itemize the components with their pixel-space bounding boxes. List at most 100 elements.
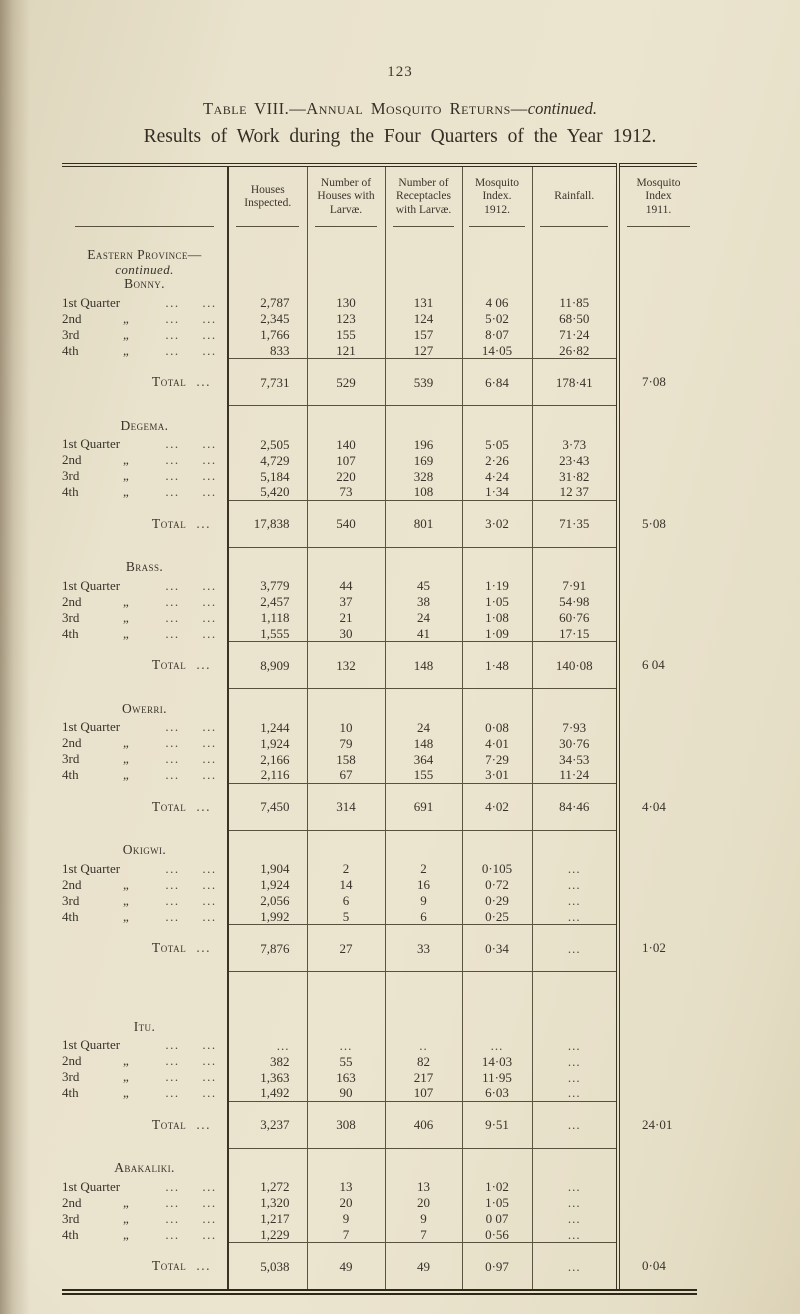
total-receptacles-with-larvae: 406 [384, 1100, 462, 1149]
cell-mosquito-index-1912: 8·07 [461, 326, 532, 343]
cell-houses-with-larvae: 37 [306, 593, 385, 610]
dot-leader: ... [165, 735, 180, 750]
column-header-line: Index [645, 190, 672, 203]
cell-rainfall: ... [531, 1210, 618, 1227]
cell-mosquito-index-1911 [616, 908, 697, 925]
table-body: Eastern Province— continued. Bonny. 1st Qua… [62, 243, 697, 1293]
cell-houses-inspected: 2,116 [227, 767, 307, 783]
column-header-line: 1911. [645, 203, 672, 216]
table-row: 3rd „...... 2,166 158 364 7·29 34·53 [62, 751, 697, 767]
quarter-label: 2nd „...... [62, 311, 227, 327]
cell-houses-with-larvae: 44 [306, 577, 385, 594]
column-header-text: Number of Houses with Larvæ. [310, 175, 383, 219]
empty-cell [384, 405, 462, 436]
quarter-ordinal-text: 4th [62, 767, 79, 782]
cell-houses-with-larvae: 130 [306, 294, 385, 311]
section-header-row: Brass. [62, 547, 697, 578]
column-header-line: Houses [250, 183, 285, 196]
total-receptacles-with-larvae: 49 [384, 1242, 462, 1293]
dot-leader: ... [202, 876, 217, 892]
dot-leader: ... [196, 1116, 211, 1132]
section-heading: Okigwi. [62, 842, 227, 858]
dot-leader: ... [202, 908, 217, 924]
dot-leader: ... [165, 484, 180, 499]
quarter-ordinal: 3rd „ [62, 751, 154, 767]
cell-houses-inspected: 1,766 [227, 326, 307, 343]
ditto-mark: „ [123, 767, 129, 782]
section-heading-cell: Brass. [62, 547, 228, 578]
cell-houses-inspected: 1,904 [227, 860, 307, 877]
empty-cell [616, 1148, 697, 1179]
dot-leader: ... [202, 1226, 217, 1242]
dot-leader: ... [202, 484, 217, 499]
section-heading-line: Bonny. [124, 276, 165, 291]
quarter-label: 3rd „...... [62, 1211, 227, 1227]
dot-leader: ... [165, 892, 180, 908]
header-underline [314, 226, 378, 227]
table-row: 2nd „...... 382 55 82 14·03... [62, 1053, 697, 1069]
dot-leader: ... [165, 436, 180, 451]
cell-houses-with-larvae: 67 [306, 767, 385, 783]
total-rainfall: 71·35 [531, 499, 618, 548]
cell-houses-inspected: 2,345 [227, 310, 307, 327]
cell-houses-inspected: 2,166 [227, 751, 307, 767]
cell-houses-with-larvae: 30 [306, 625, 385, 642]
dot-leader: ... [165, 593, 180, 609]
empty-cell [306, 1148, 385, 1179]
ditto-mark: „ [123, 342, 129, 358]
row-label: 1st Quarter...... [62, 295, 228, 311]
page-number: 123 [387, 64, 413, 80]
cell-rainfall: ... [531, 1053, 618, 1069]
total-houses-inspected: 17,838 [227, 499, 307, 548]
dot-leader: ... [202, 1085, 217, 1100]
empty-cell [384, 971, 462, 1037]
column-header-line: 1912. [484, 203, 510, 216]
quarter-label: 4th „...... [62, 909, 227, 925]
cell-mosquito-index-1911 [616, 484, 697, 500]
row-label: 2nd „...... [62, 877, 228, 893]
section-total-row: Total... 17,838 540 801 3·02 71·35 5·08 [62, 499, 697, 548]
cell-mosquito-index-1912: 1·19 [461, 577, 532, 594]
quarter-ordinal-text: 3rd [62, 468, 80, 483]
quarter-ordinal: 2nd „ [62, 1053, 154, 1069]
cell-receptacles-with-larvae: 41 [384, 625, 462, 642]
row-label: 4th „...... [62, 343, 228, 359]
total-label-cell: Total... [62, 1243, 228, 1293]
total-word: Total [151, 374, 187, 389]
cell-rainfall: 11·85 [531, 294, 618, 311]
cell-mosquito-index-1911 [616, 892, 697, 909]
quarter-label: 3rd „...... [62, 751, 227, 767]
cell-houses-with-larvae: 13 [306, 1178, 385, 1195]
total-mosquito-index-1912: 0·34 [461, 924, 532, 972]
table-title-continued: continued. [527, 99, 597, 118]
empty-cell [384, 243, 462, 295]
section-heading-line: Itu. [133, 1018, 156, 1034]
table-row: 2nd „...... 1,320 20 20 1·05... [62, 1194, 697, 1211]
row-label: 3rd „...... [62, 468, 228, 484]
quarter-label: 4th „...... [62, 626, 227, 642]
quarter-label: 4th „...... [62, 343, 227, 359]
dot-leader: ... [202, 1194, 217, 1210]
dot-leader: ... [202, 1053, 217, 1068]
dot-leader: ... [165, 860, 180, 876]
total-houses-inspected: 3,237 [227, 1100, 307, 1149]
section-heading: Itu. [62, 1018, 227, 1035]
cell-houses-inspected: 1,320 [227, 1194, 307, 1211]
empty-cell [616, 243, 697, 295]
cell-mosquito-index-1911 [616, 593, 697, 610]
total-word: Total [151, 657, 187, 672]
cell-mosquito-index-1912: 11·95 [461, 1069, 532, 1085]
total-label-cell: Total... [62, 925, 228, 972]
row-label: 4th „...... [62, 626, 228, 642]
cell-mosquito-index-1912: 2·26 [461, 452, 532, 468]
row-label: 2nd „...... [62, 1053, 228, 1069]
cell-rainfall: 30·76 [531, 735, 618, 751]
cell-mosquito-index-1912: 0·08 [461, 719, 532, 735]
section-heading-line: Owerri. [122, 700, 167, 716]
table-row: 1st Quarter...... 2,505 140 196 5·05 3·73 [62, 436, 697, 452]
cell-rainfall: 23·43 [531, 452, 618, 468]
cell-houses-with-larvae: 6 [306, 892, 385, 909]
table-row: 4th „...... 2,116 67 155 3·01 11·24 [62, 767, 697, 783]
total-label-cell: Total... [62, 642, 228, 689]
total-mosquito-index-1912: 1·48 [461, 641, 532, 689]
